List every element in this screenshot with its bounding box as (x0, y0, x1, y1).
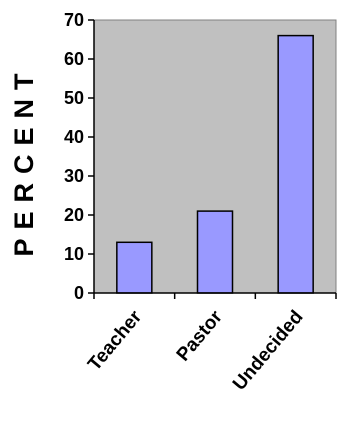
y-tick-label: 50 (64, 88, 84, 108)
x-tick-label-pastor: Pastor (173, 306, 227, 365)
y-axis-ticks: 0 10 20 30 40 50 60 70 (64, 10, 94, 303)
bar-undecided (277, 34, 314, 294)
axes (93, 20, 336, 294)
bar-teacher (116, 241, 153, 294)
bars (116, 34, 314, 294)
y-tick-label: 70 (64, 10, 84, 30)
y-tick-label: 60 (64, 49, 84, 69)
y-tick-label: 10 (64, 244, 84, 264)
x-tick-label-teacher: Teacher (84, 306, 146, 375)
y-axis-title: PERCENT (9, 64, 39, 256)
y-tick-label: 40 (64, 127, 84, 147)
x-tick-label-undecided: Undecided (229, 307, 308, 395)
x-axis-ticks: Teacher Pastor Undecided (84, 293, 337, 395)
bar-pastor (196, 210, 234, 294)
y-tick-label: 20 (64, 205, 84, 225)
y-axis-title-text: PERCENT (9, 64, 39, 256)
y-tick-label: 0 (74, 283, 84, 303)
y-tick-label: 30 (64, 166, 84, 186)
